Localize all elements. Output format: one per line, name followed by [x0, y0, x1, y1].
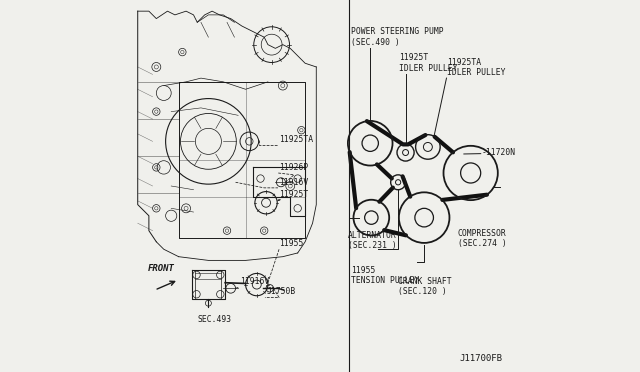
Text: 11925TA: 11925TA: [279, 135, 313, 144]
Text: 11955: 11955: [279, 239, 303, 248]
Text: 11925T: 11925T: [279, 190, 308, 199]
Text: -11720N: -11720N: [481, 148, 516, 157]
Text: 11916V: 11916V: [279, 178, 308, 187]
Text: 11925T
IDLER PULLEY: 11925T IDLER PULLEY: [399, 53, 458, 73]
Text: 11925TA
IDLER PULLEY: 11925TA IDLER PULLEY: [447, 58, 506, 77]
Text: J1750B: J1750B: [266, 288, 295, 296]
Text: 11926P: 11926P: [279, 163, 308, 172]
Text: FRONT: FRONT: [148, 264, 175, 273]
Text: 11955
TENSION PULLEY: 11955 TENSION PULLEY: [351, 266, 419, 285]
Text: ALTERNATOR
(SEC.231 ): ALTERNATOR (SEC.231 ): [348, 231, 397, 250]
Text: POWER STEERING PUMP
(SEC.490 ): POWER STEERING PUMP (SEC.490 ): [351, 27, 444, 46]
Text: SEC.493: SEC.493: [197, 315, 232, 324]
Text: CRANK SHAFT
(SEC.120 ): CRANK SHAFT (SEC.120 ): [398, 277, 452, 296]
Text: COMPRESSOR
(SEC.274 ): COMPRESSOR (SEC.274 ): [458, 229, 506, 248]
Text: 11916V: 11916V: [240, 277, 269, 286]
Text: J11700FB: J11700FB: [460, 354, 502, 363]
